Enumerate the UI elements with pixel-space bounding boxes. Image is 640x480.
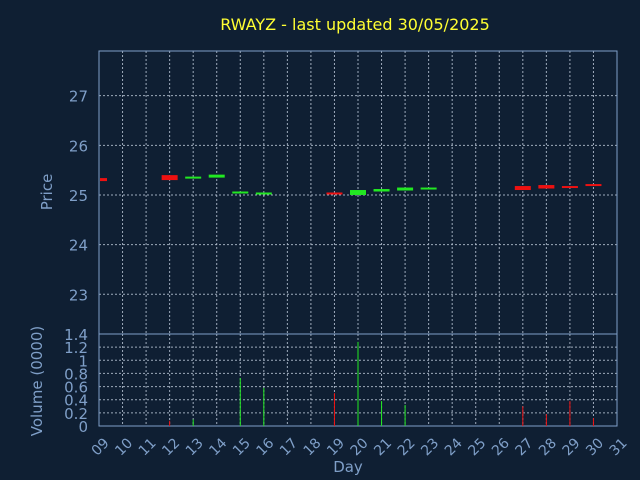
chart-title: RWAYZ - last updated 30/05/2025	[220, 15, 490, 34]
price-tick-label: 24	[69, 237, 88, 255]
day-axis-ticks: 09 10 11 12 13 14 15 16 17 18 19 20 21 22 23 24 25 26 27 28…	[89, 435, 631, 459]
volume-tick-label: 1.4	[64, 326, 88, 344]
candle-body	[161, 175, 178, 181]
price-tick-label: 26	[69, 137, 88, 155]
volume-bars	[169, 341, 594, 426]
price-tick-label: 23	[69, 286, 88, 304]
price-tick-label: 25	[69, 187, 88, 205]
candle-body	[208, 174, 225, 178]
candle-body	[514, 186, 531, 191]
candle-body	[185, 176, 202, 179]
volume-tick-label: 0.8	[64, 365, 88, 383]
candle-body	[538, 185, 555, 189]
volume-tick-label: 0	[78, 418, 88, 436]
candle-body	[397, 187, 414, 191]
candle-body	[350, 190, 366, 195]
price-axis-ticks: 23 24 25 26 27	[69, 88, 88, 305]
candle-body	[100, 178, 107, 182]
volume-tick-label: 0.6	[64, 379, 88, 397]
volume-axis-label: Volume (0000)	[28, 326, 46, 436]
day-axis-label: Day	[333, 458, 363, 476]
volume-tick-label: 1.2	[64, 339, 88, 357]
price-axis-label: Price	[38, 174, 56, 211]
volume-tick-label: 1	[78, 352, 88, 370]
candle-body	[585, 184, 602, 187]
candles	[100, 174, 602, 195]
candle-body	[561, 186, 578, 189]
candle-body	[373, 189, 390, 192]
volume-axis-ticks: 00.20.40.60.811.21.4	[64, 326, 88, 436]
volume-tick-label: 0.4	[64, 392, 88, 410]
price-tick-label: 27	[69, 88, 88, 106]
candle-body	[232, 191, 249, 194]
candle-body	[420, 187, 437, 190]
volume-tick-label: 0.2	[64, 405, 88, 423]
candle-body	[255, 192, 272, 195]
candle-body	[326, 192, 343, 195]
